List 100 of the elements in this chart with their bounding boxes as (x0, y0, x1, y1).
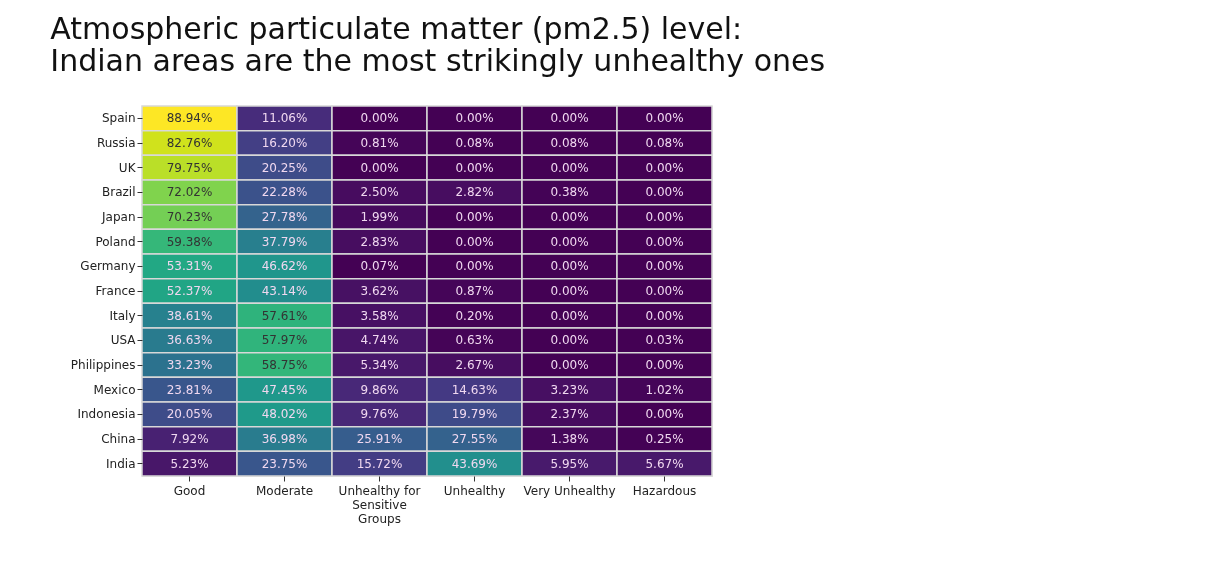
data-label: 79.75% (166, 160, 213, 175)
y-tick-label: Italy (109, 308, 136, 323)
data-label: 5.23% (170, 456, 209, 471)
data-label: 48.02% (261, 407, 308, 422)
data-label: 0.25% (645, 432, 684, 446)
data-label: 0.63% (455, 333, 494, 348)
data-label: 27.55% (451, 432, 498, 446)
data-label: 23.81% (166, 382, 213, 397)
y-tick-label: Japan (101, 210, 136, 224)
data-label: 0.00% (360, 160, 399, 175)
data-label: 88.94% (166, 111, 213, 126)
data-label: 0.00% (550, 308, 589, 323)
data-label: 20.05% (166, 407, 213, 422)
y-tick-label: Russia (96, 136, 136, 150)
data-label: 5.95% (550, 456, 589, 471)
data-label: 46.62% (261, 259, 308, 274)
data-label: 0.00% (645, 358, 684, 372)
x-tick-label: Hazardous (632, 483, 697, 498)
data-label: 0.00% (455, 210, 494, 224)
data-label: 0.00% (455, 111, 494, 126)
y-tick-label: Germany (80, 259, 136, 274)
data-label: 0.00% (360, 111, 399, 126)
text: Atmospheric particulate matter (pm2.5) level: (50, 11, 743, 47)
y-tick-label: Indonesia (77, 407, 136, 422)
data-label: 57.97% (261, 333, 308, 348)
y-tick-label: Mexico (93, 382, 136, 397)
data-label: 70.23% (166, 210, 213, 224)
data-label: 0.00% (645, 210, 684, 224)
data-label: 3.62% (360, 284, 399, 298)
data-label: 53.31% (166, 259, 213, 274)
data-label: 47.45% (261, 382, 308, 397)
data-label: 0.00% (550, 259, 589, 274)
data-label: 9.76% (360, 407, 399, 422)
data-label: 15.72% (356, 456, 403, 471)
data-label: 43.69% (451, 456, 498, 471)
data-label: 0.00% (550, 284, 589, 298)
y-tick-label: France (95, 284, 136, 298)
data-label: 0.20% (455, 308, 494, 323)
data-label: 59.38% (166, 234, 213, 249)
data-label: 0.08% (455, 136, 494, 150)
data-label: 0.00% (550, 111, 589, 126)
data-label: 0.00% (550, 160, 589, 175)
data-label: 2.50% (360, 185, 399, 200)
data-label: 0.00% (645, 160, 684, 175)
data-label: 5.67% (645, 456, 684, 471)
data-label: 2.82% (455, 185, 494, 200)
x-tick-label: Very Unhealthy (523, 483, 616, 498)
data-label: 2.83% (360, 234, 399, 249)
data-label: 0.00% (550, 234, 589, 249)
data-label: 1.99% (360, 210, 399, 224)
data-label: 36.98% (261, 432, 308, 446)
data-label: 0.00% (645, 111, 684, 126)
data-label: 0.00% (645, 284, 684, 298)
data-label: 0.00% (645, 308, 684, 323)
data-label: 52.37% (166, 284, 213, 298)
data-label: 14.63% (451, 382, 498, 397)
data-label: 19.79% (451, 407, 498, 422)
y-tick-label: USA (110, 333, 137, 348)
data-label: 72.02% (166, 185, 213, 200)
y-tick-label: UK (118, 160, 137, 175)
data-label: 4.74% (360, 333, 399, 348)
data-label: 0.00% (550, 358, 589, 372)
data-label: 1.02% (645, 382, 684, 397)
data-label: 0.00% (645, 185, 684, 200)
data-label: 38.61% (166, 308, 213, 323)
x-tick-label: Unhealthy (443, 483, 506, 498)
data-label: 0.07% (360, 259, 399, 274)
data-label: 0.00% (455, 234, 494, 249)
data-label: 0.00% (645, 407, 684, 422)
data-label: 16.20% (261, 136, 308, 150)
y-tick-label: India (106, 456, 136, 471)
data-label: 2.67% (455, 358, 494, 372)
data-label: 57.61% (261, 308, 308, 323)
data-label: 0.87% (455, 284, 494, 298)
data-label: 3.23% (550, 382, 589, 397)
y-tick-label: Spain (101, 111, 136, 126)
data-label: 0.38% (550, 185, 589, 200)
data-label: 0.00% (455, 259, 494, 274)
data-label: 0.00% (645, 234, 684, 249)
data-label: 25.91% (356, 432, 403, 446)
data-label: 82.76% (166, 136, 213, 150)
data-label: 0.03% (645, 333, 684, 348)
y-tick-label: Philippines (70, 358, 136, 372)
data-label: 0.00% (455, 160, 494, 175)
x-tick-label: Moderate (255, 483, 314, 498)
y-tick-label: China (101, 432, 136, 446)
x-tick-label: Unhealthy for Sensitive Groups (338, 483, 421, 526)
data-label: 11.06% (261, 111, 308, 126)
data-label: 43.14% (261, 284, 308, 298)
data-label: 2.37% (550, 407, 589, 422)
data-label: 5.34% (360, 358, 399, 372)
x-tick-label: Good (173, 483, 206, 498)
data-label: 20.25% (261, 160, 308, 175)
data-label: 22.28% (261, 185, 308, 200)
data-label: 3.58% (360, 308, 399, 323)
data-label: 0.00% (550, 333, 589, 348)
data-label: 0.00% (550, 210, 589, 224)
data-label: 33.23% (166, 358, 213, 372)
data-label: 7.92% (170, 432, 209, 446)
y-tick-label: Poland (95, 234, 136, 249)
